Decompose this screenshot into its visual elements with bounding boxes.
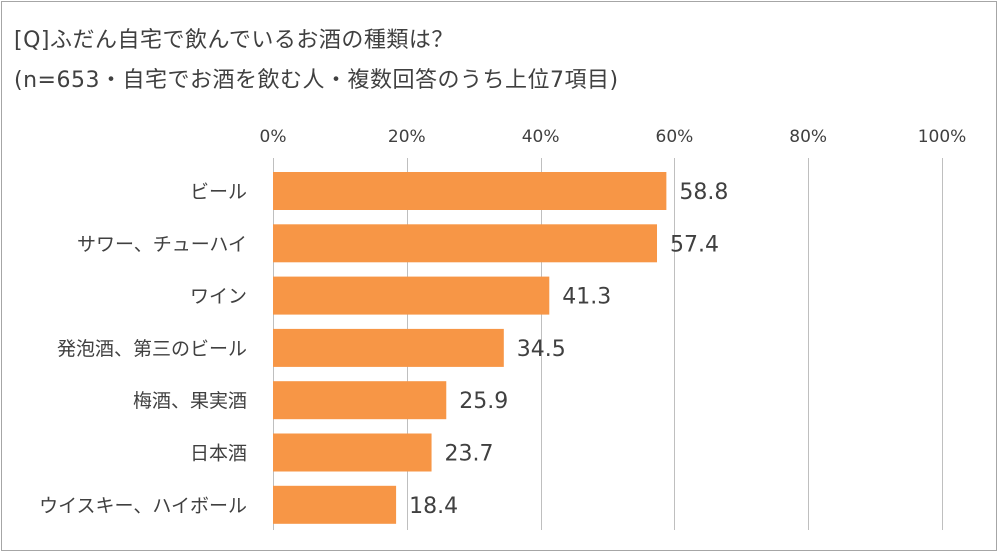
category-labels: ビールサワー、チューハイワイン発泡酒、第三のビール梅酒、果実酒日本酒ウイスキー、… xyxy=(39,181,247,517)
category-label: 発泡酒、第三のビール xyxy=(57,338,247,360)
category-label: ビール xyxy=(190,181,247,203)
category-label: ワイン xyxy=(190,286,247,308)
bar xyxy=(273,172,667,210)
bar xyxy=(273,485,397,524)
category-label: 日本酒 xyxy=(190,443,247,465)
x-tick-label: 20% xyxy=(388,127,426,147)
x-tick-label: 60% xyxy=(656,127,694,147)
data-label: 18.4 xyxy=(409,494,458,519)
x-tick-label: 0% xyxy=(260,127,287,147)
data-label: 57.4 xyxy=(670,232,719,257)
x-tick-label: 100% xyxy=(918,127,967,147)
x-tick-label: 80% xyxy=(789,127,827,147)
bar xyxy=(273,224,658,263)
bar xyxy=(273,381,447,420)
data-label: 25.9 xyxy=(459,389,508,414)
bar xyxy=(273,276,550,315)
chart-subtitle: (n=653・自宅でお酒を飲む人・複数回答のうち上位7項目) xyxy=(14,68,619,93)
data-label: 41.3 xyxy=(562,285,611,310)
data-label: 58.8 xyxy=(679,180,728,205)
category-label: サワー、チューハイ xyxy=(77,233,247,255)
data-label: 34.5 xyxy=(517,337,566,362)
category-label: ウイスキー、ハイボール xyxy=(39,495,247,517)
bar xyxy=(273,328,504,367)
bar xyxy=(273,433,432,472)
chart-title: [Q]ふだん自宅で飲んでいるお酒の種類は？ xyxy=(14,28,454,53)
x-tick-label: 40% xyxy=(522,127,560,147)
tick-labels: 0% 20% 40% 60% 80% 100% xyxy=(260,127,967,147)
bars-layer xyxy=(273,172,667,524)
category-label: 梅酒、果実酒 xyxy=(133,390,247,412)
data-label: 23.7 xyxy=(445,442,494,467)
value-labels: 58.8 57.4 41.3 34.5 25.9 23.7 18.4 xyxy=(409,180,728,519)
